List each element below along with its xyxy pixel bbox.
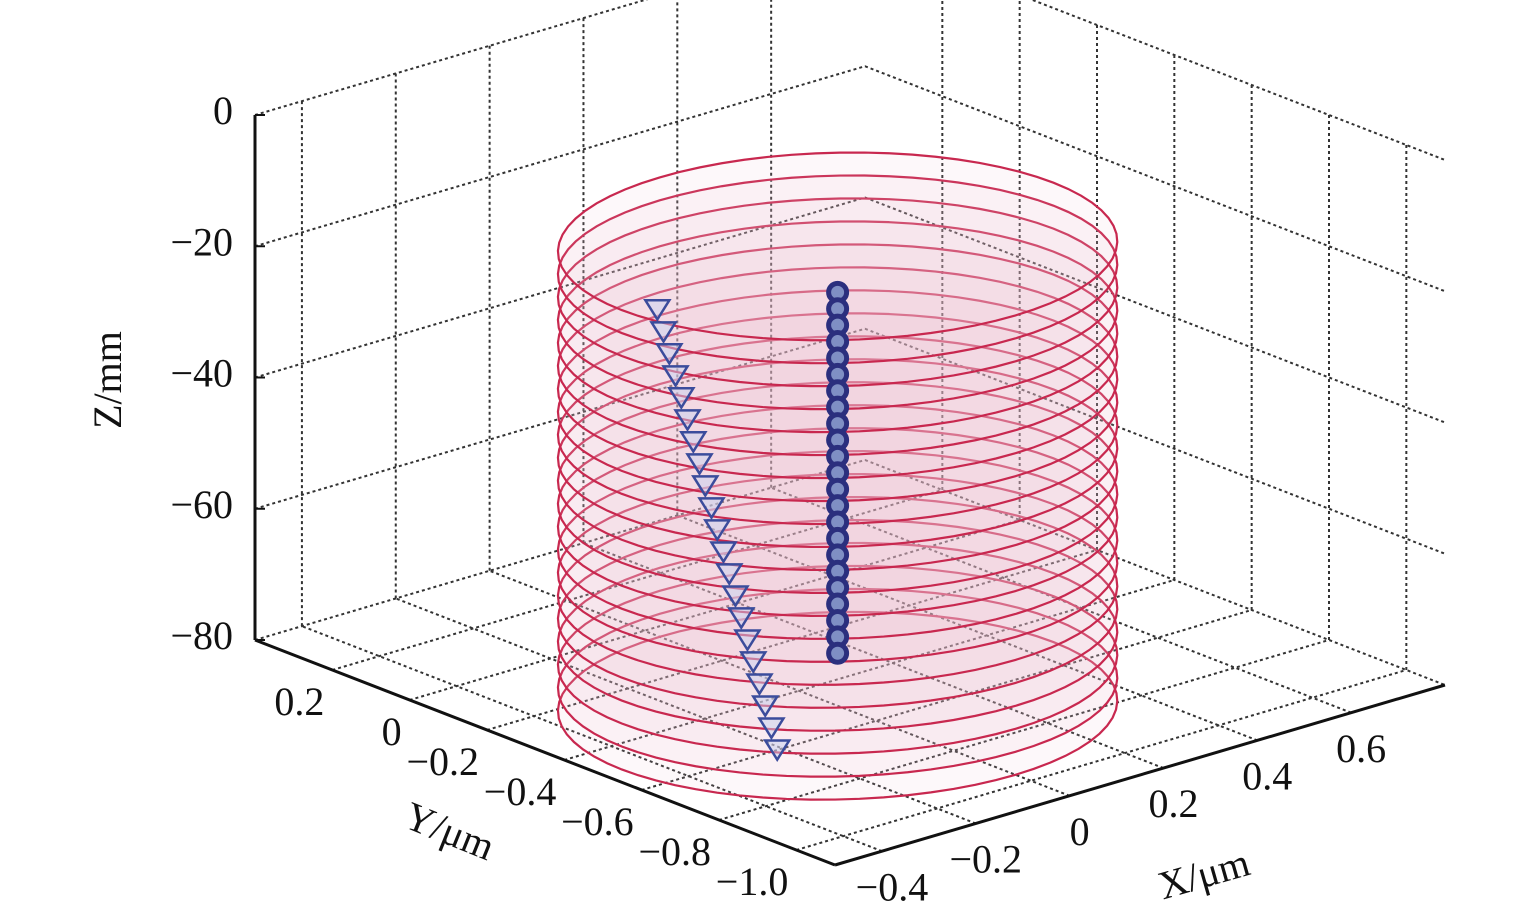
z-tick-label: −20 xyxy=(170,219,233,264)
z-tick-label: 0 xyxy=(213,88,233,133)
grid-line xyxy=(770,486,1352,714)
point xyxy=(697,497,726,520)
point xyxy=(685,453,714,476)
z-tick-label: −80 xyxy=(170,613,233,658)
point xyxy=(643,298,672,322)
point xyxy=(727,607,756,630)
grid-line xyxy=(254,327,1446,555)
point xyxy=(667,387,696,410)
x-tick-label: −0.2 xyxy=(949,837,1022,882)
x-tick-label: 0 xyxy=(1070,809,1090,854)
point xyxy=(715,563,744,586)
grid-line xyxy=(718,639,1330,821)
plot-area xyxy=(556,151,1119,801)
x-tick-label: 0.4 xyxy=(1242,754,1292,799)
y-tick-label: −1.0 xyxy=(716,859,789,904)
grid-line xyxy=(409,519,1020,701)
z-tick-label: −60 xyxy=(170,482,233,527)
point xyxy=(738,651,768,674)
point xyxy=(757,717,786,741)
point xyxy=(709,541,738,565)
x-axis-title: X/μm xyxy=(1153,839,1254,908)
point xyxy=(673,409,702,432)
grid-line xyxy=(395,597,977,825)
z-tick-label: −40 xyxy=(170,351,233,396)
ring xyxy=(556,174,1119,365)
labels: Z/mm Y/μm X/μm 0−20−40−60−800.20−0.2−0.4… xyxy=(85,88,1386,909)
point xyxy=(655,343,684,366)
x-tick-label: 0.2 xyxy=(1148,781,1198,826)
point xyxy=(691,475,720,498)
grid-line xyxy=(301,625,883,853)
point xyxy=(649,321,678,344)
x-tick-label: 0.6 xyxy=(1336,726,1386,771)
grid-line xyxy=(583,542,1164,770)
y-axis xyxy=(254,638,836,867)
ring xyxy=(556,587,1119,778)
grid-line xyxy=(489,569,1070,797)
y-tick-label: 0 xyxy=(382,709,402,754)
z-axis-title: Z/mm xyxy=(85,331,130,429)
point xyxy=(661,365,690,388)
y-tick-label: −0.6 xyxy=(561,799,634,844)
grid-line xyxy=(564,579,1175,761)
point xyxy=(733,629,762,653)
y-tick-label: −0.4 xyxy=(484,769,557,814)
point xyxy=(721,585,750,609)
grid-line xyxy=(796,669,1407,851)
y-tick-label: −0.8 xyxy=(638,829,711,874)
grid-line xyxy=(641,609,1252,791)
ring xyxy=(556,610,1119,801)
y-tick-label: 0.2 xyxy=(274,679,324,724)
x-axis xyxy=(834,683,1446,867)
point xyxy=(679,431,708,454)
point xyxy=(762,739,792,763)
point xyxy=(703,519,732,542)
point xyxy=(750,695,780,719)
x-tick-label: −0.4 xyxy=(856,864,929,909)
grid-line xyxy=(254,0,1446,161)
ring xyxy=(556,151,1119,342)
grid-line xyxy=(254,65,1446,293)
point xyxy=(826,641,850,665)
grid-line xyxy=(676,514,1258,742)
point xyxy=(745,673,774,697)
y-tick-label: −0.2 xyxy=(406,739,479,784)
